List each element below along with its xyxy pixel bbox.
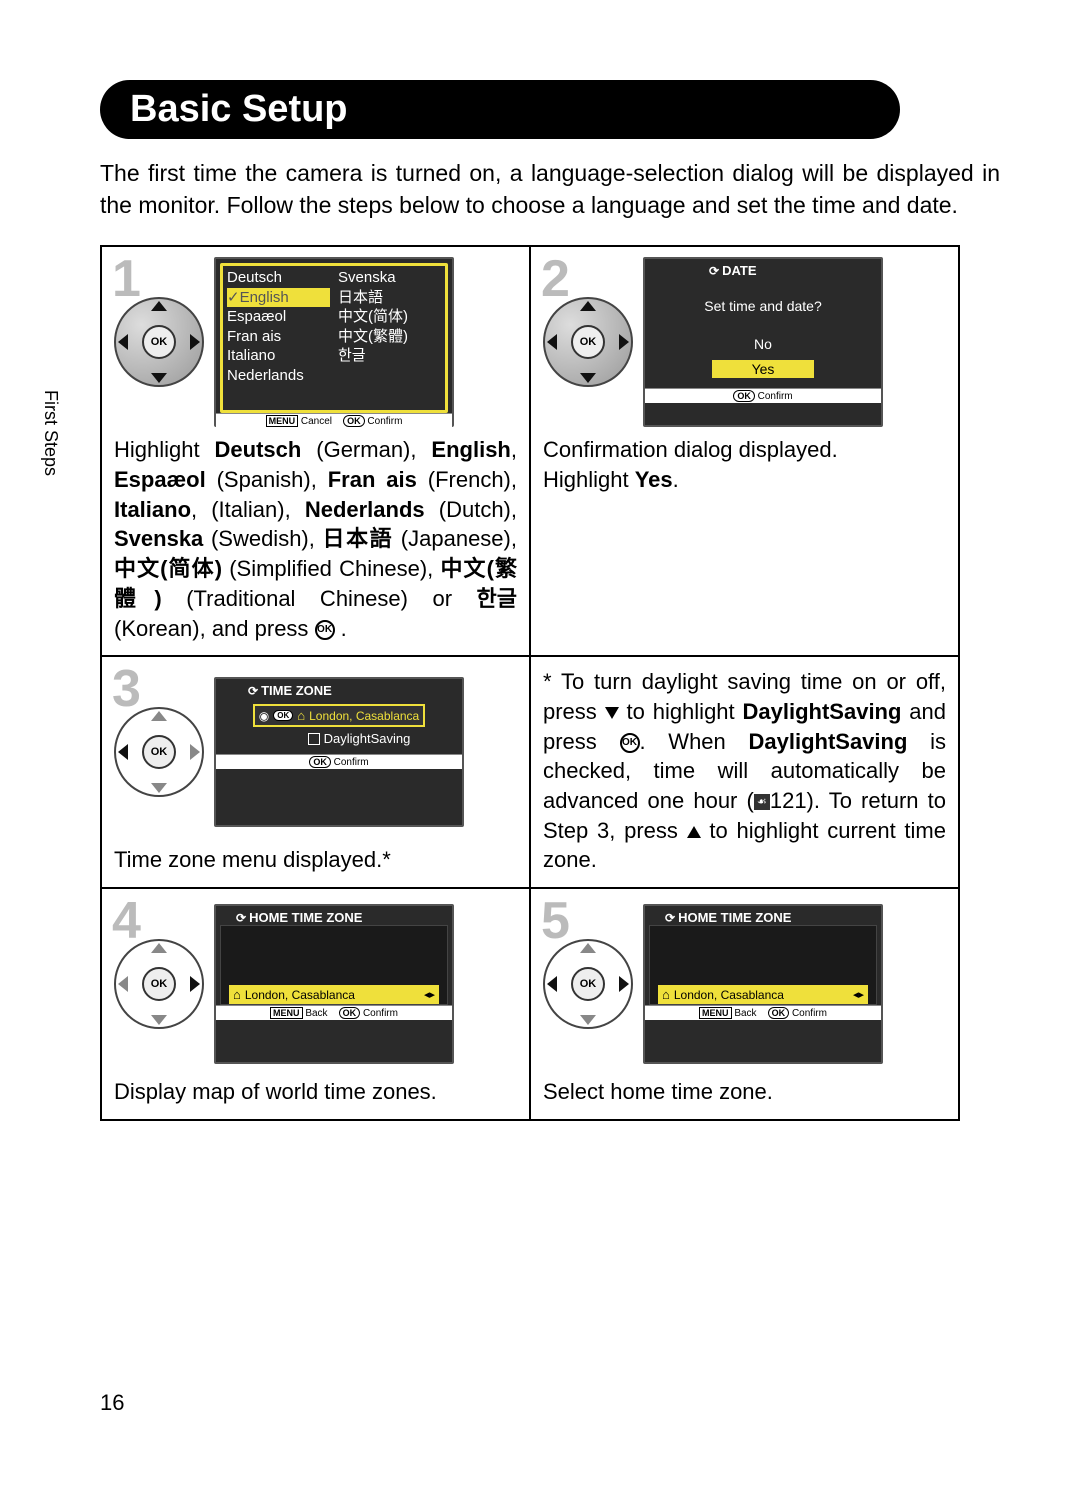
page-number: 16 <box>100 1390 124 1416</box>
dpad-icon: OK <box>114 707 204 797</box>
page-title: Basic Setup <box>100 80 900 139</box>
step-1-cell: 1 OK Deutsch✓EnglishEspaæolFran aisItali… <box>101 246 530 656</box>
step5-caption: Select home time zone. <box>543 1077 946 1107</box>
dpad-icon: OK <box>543 939 633 1029</box>
home-tz-screen-5: HOME TIME ZONE London, Casablanca ◂▸ MEN… <box>643 904 883 1064</box>
step-2-cell: 2 OK DATE Set time and date? No Yes OK C… <box>530 246 959 656</box>
step-3-cell: 3 OK TIME ZONE ◉OK London, Casablanca <box>101 656 530 888</box>
side-tab: First Steps <box>40 390 61 476</box>
timezone-screen: TIME ZONE ◉OK London, Casablanca Dayligh… <box>214 677 464 827</box>
steps-grid: 1 OK Deutsch✓EnglishEspaæolFran aisItali… <box>100 245 960 1120</box>
daylight-note-cell: * To turn daylight saving time on or off… <box>530 656 959 888</box>
dpad-icon: OK <box>114 939 204 1029</box>
dpad-icon: OK <box>114 297 204 387</box>
step-4-cell: 4 OK HOME TIME ZONE London, Casablanca ◂… <box>101 888 530 1120</box>
intro-text: The first time the camera is turned on, … <box>100 157 1000 221</box>
date-screen: DATE Set time and date? No Yes OK Confir… <box>643 257 883 427</box>
step1-caption: Highlight Deutsch (German), English, Esp… <box>114 435 517 643</box>
step3-caption: Time zone menu displayed.* <box>114 845 517 875</box>
step2-caption: Confirmation dialog displayed. Highlight… <box>543 435 946 494</box>
dpad-icon: OK <box>543 297 633 387</box>
daylight-note: * To turn daylight saving time on or off… <box>543 667 946 875</box>
language-screen: Deutsch✓EnglishEspaæolFran aisItalianoNe… <box>214 257 454 427</box>
step4-caption: Display map of world time zones. <box>114 1077 517 1107</box>
step-5-cell: 5 OK HOME TIME ZONE London, Casablanca ◂… <box>530 888 959 1120</box>
home-tz-screen-4: HOME TIME ZONE London, Casablanca ◂▸ MEN… <box>214 904 454 1064</box>
